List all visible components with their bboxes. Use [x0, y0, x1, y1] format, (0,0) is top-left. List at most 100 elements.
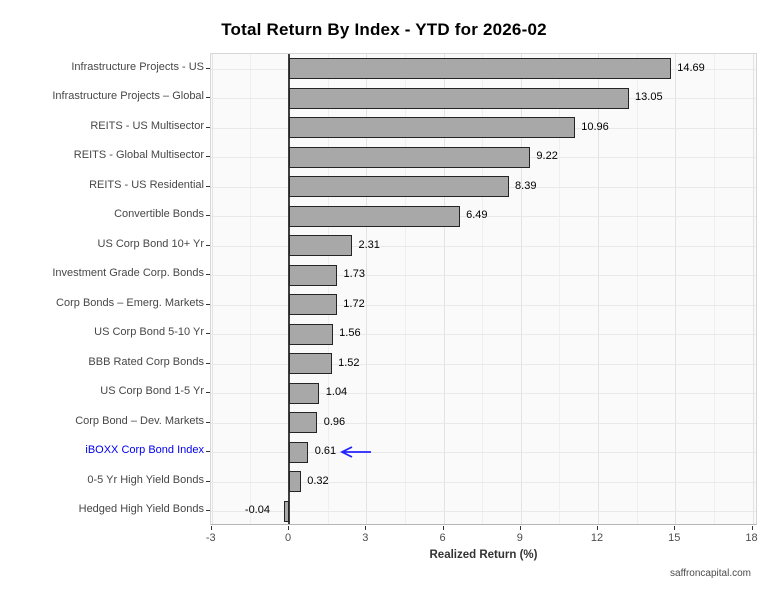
y-axis-tick	[206, 421, 210, 423]
gridline-vertical	[713, 54, 715, 524]
gridline-vertical	[598, 54, 599, 524]
gridline-horizontal	[211, 216, 756, 218]
bar	[289, 146, 530, 168]
category-label: Corp Bond – Dev. Markets	[75, 414, 204, 427]
value-label: 13.05	[635, 91, 663, 104]
watermark: saffroncapital.com	[670, 568, 751, 579]
gridline-vertical	[443, 54, 445, 524]
x-axis-tick	[365, 526, 367, 530]
gridline-vertical	[675, 54, 677, 524]
x-axis-tick-label: 9	[516, 532, 523, 544]
value-label: -0.04	[244, 504, 270, 517]
bar	[289, 87, 629, 109]
x-axis-tick-label: -3	[205, 532, 216, 544]
x-axis-tick	[210, 526, 212, 530]
gridline-vertical	[636, 54, 638, 524]
bar	[289, 117, 575, 139]
category-label: Infrastructure Projects – Global	[52, 90, 204, 103]
y-axis-tick	[206, 480, 210, 482]
gridline-vertical	[559, 54, 561, 524]
value-label: 0.32	[307, 474, 329, 487]
bar	[289, 323, 333, 345]
value-label: 1.72	[343, 297, 365, 310]
x-axis-tick-label: 15	[668, 532, 681, 544]
gridline-horizontal	[211, 304, 756, 306]
value-label: 1.52	[338, 356, 360, 369]
value-label: 0.96	[323, 415, 346, 428]
category-label: US Corp Bond 10+ Yr	[97, 237, 205, 250]
bar	[289, 294, 337, 316]
gridline-vertical	[404, 54, 406, 524]
category-label: Investment Grade Corp. Bonds	[52, 267, 204, 280]
y-axis-tick	[206, 126, 210, 128]
gridline-horizontal	[211, 422, 756, 424]
value-label: 1.73	[343, 268, 365, 281]
bar	[284, 500, 289, 522]
value-label: 6.49	[466, 209, 488, 222]
left-arrow-icon	[339, 446, 371, 459]
x-axis-tick-label: 18	[745, 532, 758, 544]
y-axis-tick	[206, 362, 210, 364]
gridline-vertical	[752, 54, 754, 524]
chart-title: Total Return By Index - YTD for 2026-02	[221, 20, 547, 39]
gridline-horizontal	[211, 452, 756, 454]
y-axis-tick	[206, 392, 210, 394]
x-axis-tick	[288, 526, 289, 530]
bar	[289, 412, 318, 434]
y-axis-tick	[206, 67, 210, 69]
bar	[289, 176, 509, 198]
gridline-vertical	[482, 54, 484, 524]
gridline-vertical	[366, 54, 368, 524]
x-axis-tick	[442, 526, 444, 530]
x-axis-tick-label: 6	[439, 532, 446, 544]
value-label: 2.31	[358, 238, 380, 251]
value-label: 0.61	[314, 445, 337, 458]
category-label: BBB Rated Corp Bonds	[88, 355, 204, 368]
bar	[289, 58, 671, 80]
value-label: 14.69	[677, 61, 705, 74]
gridline-horizontal	[211, 393, 756, 395]
x-axis-tick	[674, 526, 676, 530]
value-label: 1.04	[325, 386, 348, 399]
category-label: Convertible Bonds	[114, 208, 204, 221]
category-label: iBOXX Corp Bond Index	[85, 444, 204, 457]
category-label: REITS - Global Multisector	[73, 149, 204, 162]
bar	[289, 264, 338, 286]
gridline-vertical	[250, 54, 252, 524]
category-label: REITS - US Residential	[89, 178, 204, 191]
plot-area: 14.69 13.05 10.96 9.22 8.39 6.49 2.31 1.73 1.72 1…	[210, 53, 757, 525]
category-label: US Corp Bond 1-5 Yr	[100, 385, 204, 398]
category-label: Hedged High Yield Bonds	[78, 503, 204, 516]
zero-line	[288, 54, 290, 524]
value-label: 1.56	[339, 327, 361, 340]
x-axis-tick-label: 0	[284, 532, 292, 544]
y-axis-tick	[206, 333, 210, 335]
bar	[289, 205, 460, 227]
category-label: REITS - US Multisector	[90, 119, 204, 132]
gridline-horizontal	[211, 334, 756, 336]
bar	[289, 471, 301, 493]
category-label: US Corp Bond 5-10 Yr	[94, 326, 204, 339]
y-axis-tick	[206, 185, 210, 187]
y-axis-tick	[206, 510, 210, 512]
x-axis-tick	[519, 526, 521, 530]
x-axis-tick	[597, 526, 598, 530]
x-axis-title: Realized Return (%)	[429, 549, 538, 561]
gridline-vertical	[211, 54, 213, 524]
y-axis-tick	[206, 274, 210, 276]
x-axis-tick-label: 3	[362, 532, 369, 544]
value-label: 9.22	[536, 150, 558, 163]
gridline-horizontal	[211, 481, 756, 483]
y-axis-labels: Infrastructure Projects - US Infrastructu…	[0, 53, 204, 525]
y-axis-tick	[206, 215, 210, 217]
y-axis-tick	[206, 244, 210, 246]
value-label: 8.39	[515, 179, 537, 192]
gridline-horizontal	[211, 275, 756, 277]
bar	[289, 353, 332, 375]
gridline-horizontal	[211, 511, 756, 513]
x-axis-tick	[751, 526, 753, 530]
annotation-arrow	[339, 445, 372, 463]
bar	[289, 441, 309, 463]
category-label: Infrastructure Projects - US	[71, 60, 204, 73]
